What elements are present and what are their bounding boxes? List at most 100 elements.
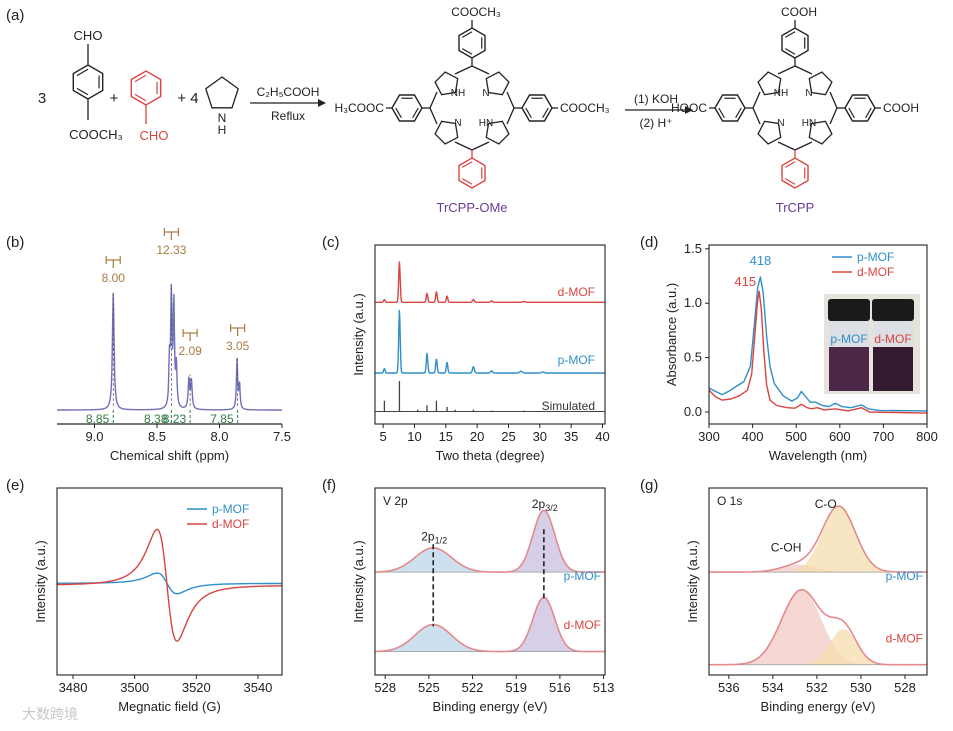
panel-c: 5 10 15 20 25 30 35 40 Two theta (degree) Intensi… xyxy=(351,244,610,463)
y-axis-label: Intensity (a.u.) xyxy=(685,540,700,622)
benzaldehyde-ring xyxy=(130,70,162,106)
x-axis-label: Binding energy (eV) xyxy=(433,699,548,714)
panel-label: (d) xyxy=(640,234,658,251)
pyrrole-ring xyxy=(808,120,833,145)
vial-label: p-MOF xyxy=(830,332,867,346)
bond xyxy=(471,141,490,151)
series-line-d-MOF xyxy=(374,261,606,303)
double-bond xyxy=(784,161,796,168)
vial-photo-inset: p-MOF d-MOF xyxy=(824,294,920,394)
x-tick-label: 500 xyxy=(785,429,807,444)
y-tick-label: 1.5 xyxy=(684,241,702,256)
label-main: 2p xyxy=(532,497,546,511)
x-tick-label: 528 xyxy=(374,680,396,695)
double-bond xyxy=(525,107,532,119)
chemical-shift-label: 7.85 xyxy=(210,412,234,426)
core-nitrogen-label: N xyxy=(454,118,461,129)
benzene-ring xyxy=(391,94,423,122)
label-c-o: C-O xyxy=(815,497,837,511)
double-bond xyxy=(461,178,473,185)
x-axis-label: Binding energy (eV) xyxy=(761,699,876,714)
legend-label: p-MOF xyxy=(212,502,249,516)
panel-b: 9.0 8.5 8.0 7.5 Chemical shift (ppm) 8.85 8.00… xyxy=(56,243,291,463)
x-tick-label: 530 xyxy=(850,680,872,695)
series-line-d-MOF xyxy=(708,290,928,414)
double-bond xyxy=(134,74,147,83)
panel-g: 536 534 532 530 528 Binding energy (eV) Intens… xyxy=(685,487,928,714)
plot-frame xyxy=(56,487,283,676)
x-tick-label: 3500 xyxy=(120,680,149,695)
spectrum-title: V 2p xyxy=(383,494,408,508)
bond xyxy=(829,91,838,109)
plus-sign: + xyxy=(110,90,119,107)
component-peak-fill xyxy=(375,510,605,573)
condition-acid: (2) H⁺ xyxy=(640,116,673,130)
x-tick-label: 532 xyxy=(806,680,828,695)
legend-label: d-MOF xyxy=(857,265,894,279)
core-nitrogen-label: N xyxy=(482,88,489,99)
series-label-d-mof: d-MOF xyxy=(886,631,923,645)
plot-frame xyxy=(374,487,606,676)
series-line-p-MOF xyxy=(374,309,606,374)
cho-group: CHO xyxy=(74,28,103,43)
x-tick-label: 9.0 xyxy=(85,429,103,444)
double-bond xyxy=(461,48,473,55)
bond xyxy=(829,107,838,125)
x-tick-label: 300 xyxy=(698,429,720,444)
y-axis-label: Intensity (a.u.) xyxy=(351,540,366,622)
pyrrole-ring xyxy=(205,76,239,109)
bond xyxy=(454,65,473,75)
spectrum-title: O 1s xyxy=(717,494,742,508)
pyrrole-ring xyxy=(757,120,782,145)
panel-label: (c) xyxy=(322,234,340,251)
coefficient-4: + 4 xyxy=(177,90,198,107)
x-axis-label: Two theta (degree) xyxy=(435,448,544,463)
reagent-koh: (1) KOH xyxy=(634,92,678,106)
benzene-ring xyxy=(458,27,486,59)
x-tick-label: 525 xyxy=(418,680,440,695)
x-tick-label: 8.0 xyxy=(210,429,228,444)
series-label-simulated: Simulated xyxy=(542,399,595,413)
top-substituent: COOH xyxy=(781,5,817,19)
x-tick-label: 10 xyxy=(407,429,421,444)
double-bond xyxy=(784,178,796,185)
x-tick-label: 5 xyxy=(380,429,387,444)
x-tick-label: 800 xyxy=(916,429,938,444)
product-name: TrCPP-OMe xyxy=(436,200,507,215)
phenyl-ring-red xyxy=(458,157,486,189)
x-tick-label: 536 xyxy=(718,680,740,695)
plot-frame xyxy=(374,244,606,425)
double-bond xyxy=(735,107,742,119)
series-line-d-MOF xyxy=(374,596,606,653)
x-tick-label: 534 xyxy=(762,680,784,695)
double-bond xyxy=(412,107,419,119)
double-bond xyxy=(784,31,796,38)
x-tick-label: 400 xyxy=(742,429,764,444)
core-nitrogen-label: NH xyxy=(451,88,465,99)
plot-frame xyxy=(708,244,928,425)
panel-label: (f) xyxy=(322,477,336,494)
label-sub: 3/2 xyxy=(545,503,558,513)
benzene-ring xyxy=(521,94,553,122)
y-axis-label: Intensity (a.u.) xyxy=(351,293,366,375)
product-name: TrCPP xyxy=(776,200,815,215)
integral-value: 3.05 xyxy=(226,339,250,353)
x-tick-label: 600 xyxy=(829,429,851,444)
series-label-p-mof: p-MOF xyxy=(558,353,595,367)
series-line-d-MOF xyxy=(56,528,283,642)
right-substituent: COOCH₃ xyxy=(560,101,610,115)
x-axis-label: Megnatic field (G) xyxy=(118,699,221,714)
y-tick-label: 1.0 xyxy=(684,295,702,310)
x-axis-label: Wavelength (nm) xyxy=(769,448,868,463)
x-tick-label: 15 xyxy=(439,429,453,444)
label-main: 2p xyxy=(421,529,435,543)
vial-label: d-MOF xyxy=(874,332,911,346)
integral-value: 12.33 xyxy=(156,243,186,257)
y-tick-label: 0.5 xyxy=(684,350,702,365)
x-tick-label: 8.5 xyxy=(148,429,166,444)
integral-value: 8.00 xyxy=(102,271,126,285)
x-tick-label: 528 xyxy=(894,680,916,695)
x-tick-label: 513 xyxy=(593,680,615,695)
x-tick-label: 516 xyxy=(549,680,571,695)
core-nitrogen-label: N xyxy=(805,88,812,99)
